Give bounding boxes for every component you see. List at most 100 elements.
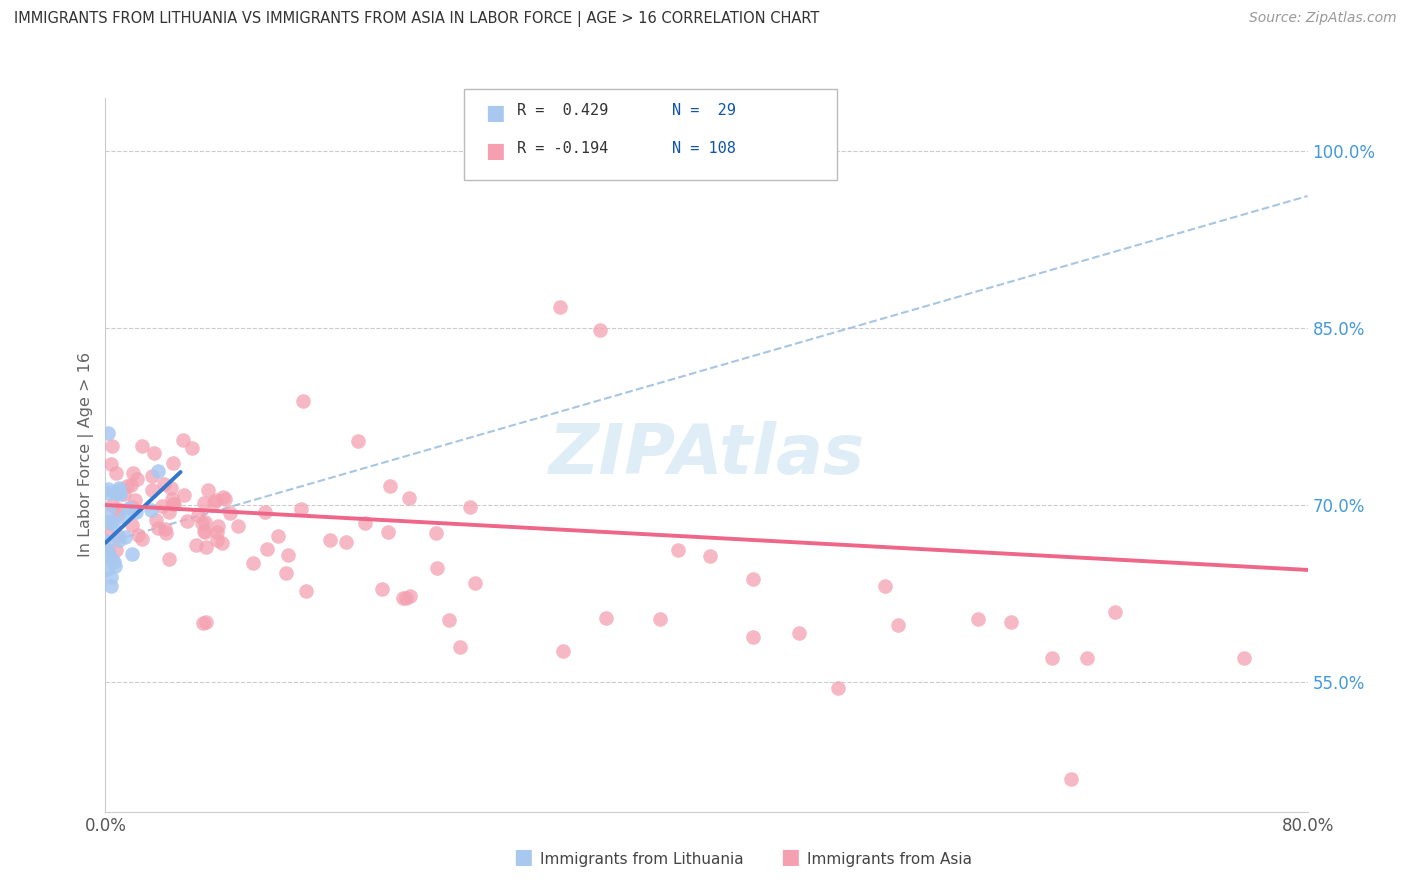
Point — [588, 323, 610, 337]
Point — [267, 528, 290, 542]
Point — [226, 518, 249, 533]
Point — [194, 515, 217, 529]
Text: ■: ■ — [485, 103, 505, 122]
Point — [449, 640, 471, 655]
Point — [371, 582, 394, 596]
Point — [742, 631, 765, 645]
Point — [96, 534, 118, 549]
Point — [146, 464, 169, 478]
Point — [202, 495, 225, 509]
Point — [1104, 605, 1126, 619]
Point — [105, 467, 128, 481]
Point — [290, 502, 312, 516]
Text: R = -0.194: R = -0.194 — [517, 141, 609, 156]
Point — [195, 541, 218, 555]
Point — [131, 533, 153, 547]
Point — [277, 549, 299, 563]
Point — [648, 612, 671, 626]
Point — [197, 483, 219, 497]
Point — [176, 514, 198, 528]
Point — [148, 521, 170, 535]
Point — [127, 527, 149, 541]
Point — [550, 300, 572, 314]
Point — [100, 579, 122, 593]
Point — [108, 487, 131, 501]
Text: N = 108: N = 108 — [672, 141, 735, 156]
Point — [97, 515, 120, 529]
Point — [666, 543, 689, 558]
Point — [163, 496, 186, 510]
Point — [335, 535, 357, 549]
Point — [873, 579, 896, 593]
Point — [211, 536, 233, 550]
Point — [108, 533, 131, 548]
Point — [1000, 615, 1022, 629]
Point — [181, 441, 204, 455]
Point — [131, 439, 153, 453]
Point — [107, 528, 129, 542]
Point — [966, 612, 988, 626]
Point — [152, 477, 174, 491]
Point — [787, 625, 810, 640]
Point — [97, 426, 120, 441]
Point — [115, 479, 138, 493]
Point — [426, 561, 449, 575]
Point — [184, 537, 207, 551]
Point — [112, 487, 135, 501]
Point — [294, 584, 316, 599]
Point — [1040, 651, 1063, 665]
Point — [193, 524, 215, 539]
Point — [125, 472, 148, 486]
Point — [595, 611, 617, 625]
Point — [157, 505, 180, 519]
Point — [101, 439, 124, 453]
Point — [377, 524, 399, 539]
Point — [214, 491, 236, 506]
Point — [398, 589, 420, 603]
Text: ZIPAtlas: ZIPAtlas — [548, 421, 865, 489]
Point — [191, 516, 214, 530]
Point — [103, 555, 125, 569]
Point — [398, 491, 420, 505]
Point — [108, 483, 131, 498]
Point — [120, 478, 142, 492]
Point — [162, 456, 184, 470]
Point — [100, 457, 122, 471]
Point — [378, 479, 401, 493]
Point — [121, 547, 143, 561]
Point — [460, 500, 482, 515]
Point — [253, 505, 276, 519]
Point — [122, 466, 145, 480]
Text: ■: ■ — [485, 141, 505, 161]
Point — [101, 498, 124, 512]
Point — [193, 496, 215, 510]
Point — [97, 526, 120, 541]
Point — [104, 558, 127, 573]
Point — [121, 500, 143, 514]
Point — [172, 434, 194, 448]
Text: Immigrants from Asia: Immigrants from Asia — [807, 852, 972, 867]
Point — [105, 486, 128, 500]
Point — [101, 516, 124, 531]
Point — [124, 493, 146, 508]
Point — [346, 434, 368, 448]
Point — [98, 485, 121, 500]
Point — [145, 513, 167, 527]
Point — [194, 525, 217, 540]
Point — [437, 613, 460, 627]
Point — [205, 533, 228, 547]
Point — [97, 548, 120, 562]
Point — [207, 524, 229, 539]
Text: ■: ■ — [513, 847, 533, 867]
Point — [142, 446, 165, 460]
Point — [107, 502, 129, 516]
Point — [274, 566, 297, 581]
Text: ■: ■ — [780, 847, 800, 867]
Text: Source: ZipAtlas.com: Source: ZipAtlas.com — [1249, 11, 1396, 25]
Text: Immigrants from Lithuania: Immigrants from Lithuania — [540, 852, 744, 867]
Point — [97, 483, 120, 497]
Point — [100, 570, 122, 584]
Point — [112, 510, 135, 524]
Point — [105, 486, 128, 500]
Point — [827, 681, 849, 695]
